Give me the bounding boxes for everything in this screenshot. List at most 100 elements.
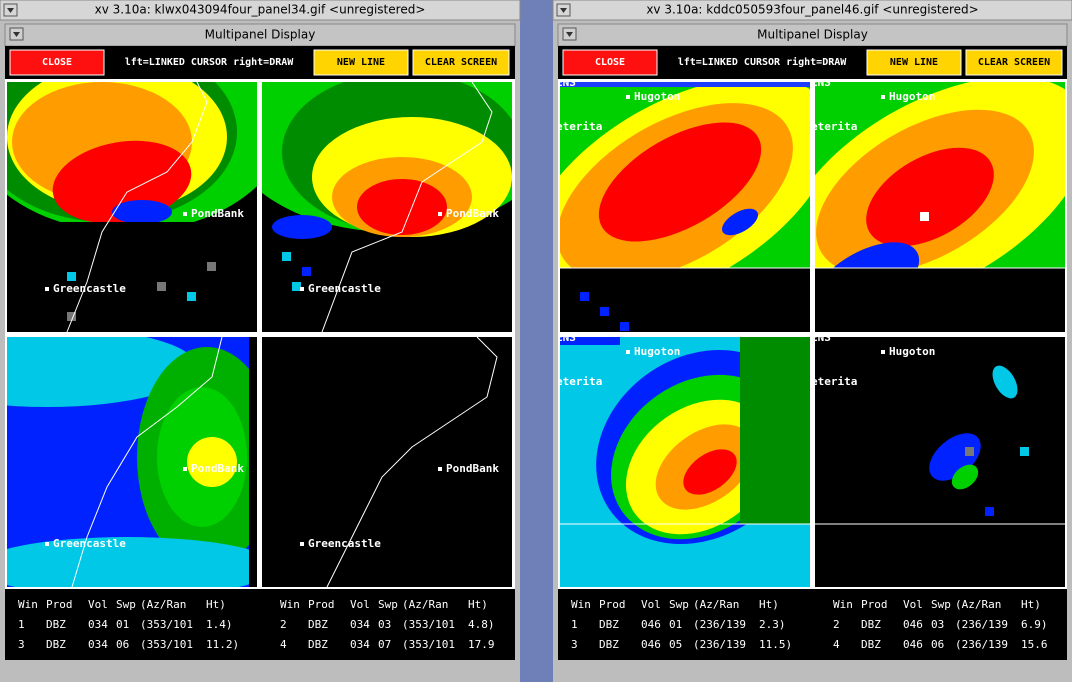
place-marker xyxy=(881,350,885,354)
new-line-button[interactable] xyxy=(313,49,409,76)
radar-echo xyxy=(951,464,979,490)
radar-clear-area xyxy=(560,337,620,345)
table-header: Ht) xyxy=(759,598,779,611)
radar-speck xyxy=(67,312,76,321)
close-button[interactable] xyxy=(562,49,658,76)
clear-screen-button[interactable] xyxy=(412,49,510,76)
boundary-line xyxy=(71,337,223,587)
place-marker xyxy=(300,542,304,546)
place-marker xyxy=(45,542,49,546)
header-menu-icon xyxy=(566,32,573,37)
table-cell: DBZ xyxy=(599,638,619,651)
place-marker xyxy=(438,467,442,471)
place-label: eterita xyxy=(556,375,602,388)
place-label: eterita xyxy=(811,375,857,388)
radar-speck xyxy=(157,282,166,291)
place-label: Hugoton xyxy=(889,345,935,358)
table-cell: 06 xyxy=(931,638,944,651)
radar-speck xyxy=(292,282,301,291)
radar-echo xyxy=(683,449,737,495)
table-header: Prod xyxy=(46,598,73,611)
radar-speck xyxy=(302,267,311,276)
place-label: Greencastle xyxy=(308,282,381,295)
new-line-button[interactable] xyxy=(866,49,962,76)
table-cell: (236/139 xyxy=(955,618,1008,631)
radar-echo xyxy=(7,337,197,407)
radar-echo xyxy=(7,537,257,587)
place-marker xyxy=(300,287,304,291)
table-cell: 046 xyxy=(903,618,923,631)
header-title: Multipanel Display xyxy=(205,28,316,42)
radar-echo xyxy=(598,122,762,242)
place-marker xyxy=(438,212,442,216)
table-cell: 046 xyxy=(641,618,661,631)
place-marker xyxy=(183,212,187,216)
table-cell: 046 xyxy=(641,638,661,651)
place-label: PondBank xyxy=(191,207,244,220)
radar-echo xyxy=(357,179,447,235)
radar-clear-area xyxy=(560,268,810,332)
table-header: Vol xyxy=(641,598,661,611)
place-marker xyxy=(183,467,187,471)
place-marker xyxy=(626,95,630,99)
new-line-button-label: NEW LINE xyxy=(890,57,938,68)
radar-echo xyxy=(272,215,332,239)
window-title: xv 3.10a: kddc050593four_panel46.gif <un… xyxy=(646,3,978,17)
table-cell: 034 xyxy=(350,638,370,651)
radar-clear-area xyxy=(815,268,1065,332)
table-cell: (353/101 xyxy=(402,638,455,651)
table-cell: 034 xyxy=(88,638,108,651)
table-cell: DBZ xyxy=(599,618,619,631)
table-header: Swp xyxy=(669,598,689,611)
place-marker xyxy=(626,350,630,354)
radar-echo xyxy=(112,200,172,224)
new-line-button-label: NEW LINE xyxy=(337,57,385,68)
radar-speck xyxy=(620,322,629,331)
table-cell: 2 xyxy=(280,618,287,631)
radar-echo xyxy=(187,437,237,487)
clear-screen-button[interactable] xyxy=(965,49,1063,76)
table-header: Ht) xyxy=(468,598,488,611)
place-label: PondBank xyxy=(446,207,499,220)
table-header: Prod xyxy=(308,598,335,611)
table-cell: 3 xyxy=(18,638,25,651)
table-header: (Az/Ran xyxy=(955,598,1001,611)
header-menu-icon xyxy=(13,32,20,37)
place-label: ENS xyxy=(811,331,831,344)
table-cell: 01 xyxy=(669,618,682,631)
table-cell: 3 xyxy=(571,638,578,651)
table-cell: 03 xyxy=(931,618,944,631)
radar-panel: ENS Hugoton eterita xyxy=(556,337,810,587)
radar-clear-area xyxy=(740,337,810,524)
window-menu-icon xyxy=(560,8,567,13)
table-header: Swp xyxy=(931,598,951,611)
radar-speck xyxy=(600,307,609,316)
table-cell: 2.3) xyxy=(759,618,786,631)
close-button[interactable] xyxy=(9,49,105,76)
table-cell: (236/139 xyxy=(955,638,1008,651)
header-title: Multipanel Display xyxy=(757,28,868,42)
boundary-line xyxy=(66,82,208,332)
radar-panel: PondBank Greencastle xyxy=(262,337,512,587)
place-label: Hugoton xyxy=(889,90,935,103)
table-cell: DBZ xyxy=(308,618,328,631)
radar-speck xyxy=(985,507,994,516)
radar-speck xyxy=(1020,447,1029,456)
place-label: ENS xyxy=(811,76,831,89)
radar-panel: PondBank Greencastle xyxy=(262,82,512,332)
table-cell: 4 xyxy=(833,638,840,651)
table-cell: (236/139 xyxy=(693,618,746,631)
table-header: Win xyxy=(280,598,300,611)
table-cell: 05 xyxy=(669,638,682,651)
close-button-label: CLOSE xyxy=(595,57,625,68)
place-marker xyxy=(881,95,885,99)
place-label: PondBank xyxy=(446,462,499,475)
place-label: Hugoton xyxy=(634,345,680,358)
table-cell: 11.5) xyxy=(759,638,792,651)
table-cell: 2 xyxy=(833,618,840,631)
table-cell: 046 xyxy=(903,638,923,651)
place-label: Greencastle xyxy=(53,282,126,295)
table-header: Win xyxy=(18,598,38,611)
